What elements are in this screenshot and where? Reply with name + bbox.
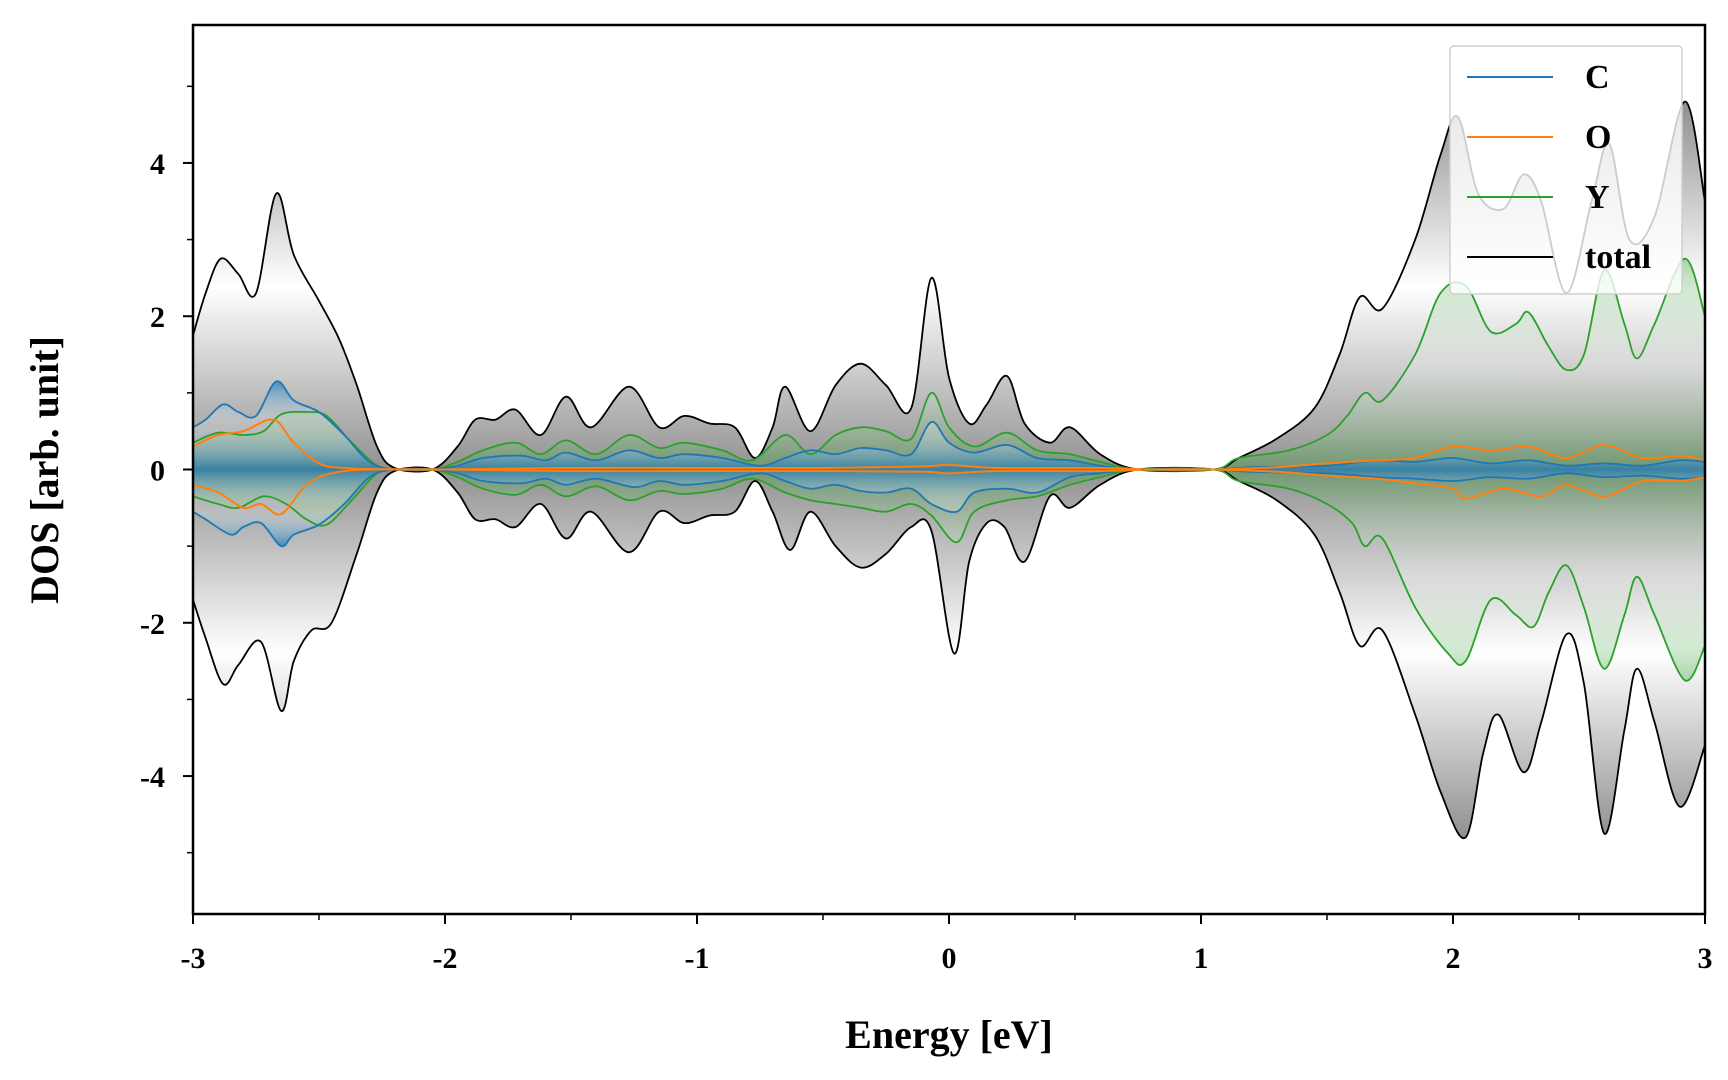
legend-box — [1449, 45, 1683, 295]
x-tick-label: 3 — [1698, 942, 1713, 975]
x-tick-label: -1 — [685, 942, 710, 975]
legend-label-y: Y — [1585, 179, 1610, 216]
y-tick-label: 0 — [150, 455, 165, 488]
y-axis-title: DOS [arb. unit] — [22, 336, 67, 604]
x-axis-title: Energy [eV] — [845, 1012, 1053, 1057]
line-c-spin-up — [193, 380, 1705, 472]
x-tick-label: 2 — [1446, 942, 1461, 975]
line-o-spin-down — [193, 468, 1705, 516]
line-c-spin-down — [193, 467, 1705, 548]
line-total-spin-down — [193, 466, 1705, 840]
dos-lines — [193, 100, 1705, 840]
y-tick-label: 4 — [150, 148, 165, 181]
x-tick-label: -2 — [433, 942, 458, 975]
legend-label-o: O — [1585, 119, 1611, 156]
legend-label-total: total — [1585, 239, 1651, 276]
x-axis: -3 -2 -1 0 1 2 3 — [181, 914, 1713, 975]
y-tick-label: 2 — [150, 301, 165, 334]
legend-label-c: C — [1585, 59, 1610, 96]
fill-c-spin-up — [193, 381, 1705, 471]
x-tick-label: 1 — [1194, 942, 1209, 975]
fill-c-spin-down — [193, 468, 1705, 547]
line-o-spin-up — [193, 418, 1705, 471]
y-tick-label: -2 — [140, 608, 165, 641]
y-tick-label: -4 — [140, 761, 165, 794]
x-tick-label: 0 — [942, 942, 957, 975]
x-tick-label: -3 — [181, 942, 206, 975]
y-axis: -4 -2 0 2 4 — [140, 85, 193, 854]
